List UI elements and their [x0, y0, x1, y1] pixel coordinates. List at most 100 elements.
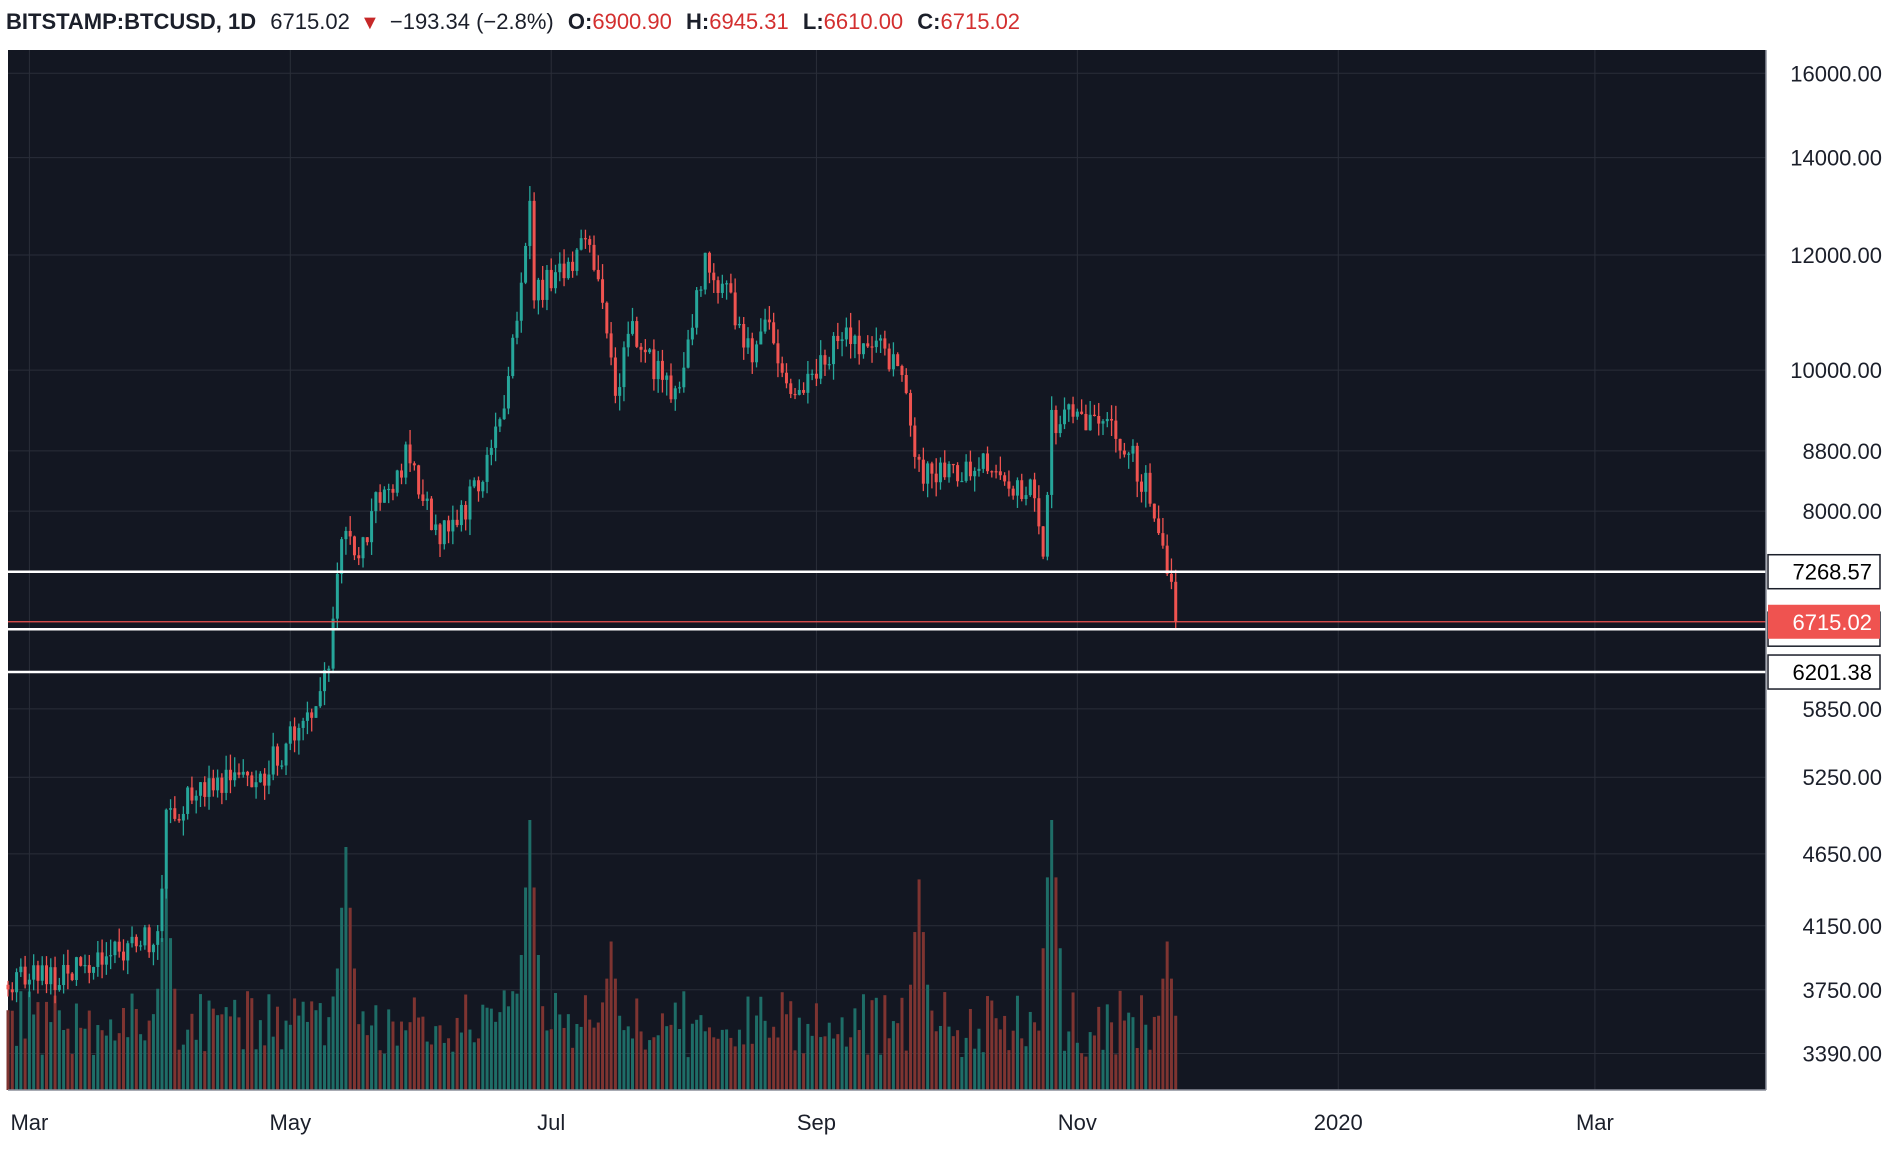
- candle-body: [44, 965, 48, 985]
- candle-body: [408, 444, 412, 464]
- candle-body: [524, 245, 528, 283]
- candle-body: [998, 471, 1002, 476]
- candle-body: [151, 944, 155, 953]
- candle-body: [100, 952, 104, 965]
- candle-body: [477, 480, 481, 492]
- volume-bar: [348, 907, 352, 1090]
- volume-bar: [1140, 995, 1144, 1090]
- candle-body: [382, 489, 386, 503]
- candle-body: [194, 795, 198, 801]
- candle-body: [1033, 479, 1037, 499]
- candle-body: [1007, 481, 1011, 489]
- volume-bar: [686, 1057, 690, 1090]
- plot-background: [8, 50, 1766, 1090]
- candle-body: [635, 321, 639, 347]
- volume-bar: [464, 994, 468, 1090]
- candle-body: [1165, 545, 1169, 574]
- volume-bar: [1101, 1049, 1105, 1090]
- candle-body: [40, 965, 44, 981]
- candle-body: [519, 282, 523, 321]
- volume-bar: [1041, 948, 1045, 1090]
- volume-bar: [455, 1017, 459, 1090]
- volume-bar: [117, 1033, 121, 1090]
- candle-body: [1080, 411, 1084, 414]
- candle-body: [344, 530, 348, 540]
- volume-bar: [951, 1036, 955, 1090]
- candle-body: [275, 746, 279, 766]
- volume-bar: [481, 1004, 485, 1090]
- candle-body: [459, 504, 463, 526]
- volume-bar: [981, 1052, 985, 1090]
- volume-bar: [532, 887, 536, 1090]
- volume-bar: [1110, 1022, 1114, 1090]
- volume-bar: [545, 1030, 549, 1090]
- candle-body: [515, 320, 519, 338]
- volume-bar: [652, 1037, 656, 1090]
- volume-bar: [1144, 1024, 1148, 1090]
- horizontal-levels[interactable]: [8, 570, 1766, 674]
- volume-bar: [887, 1038, 891, 1090]
- volume-bar: [1152, 1016, 1156, 1090]
- volume-bar: [849, 1037, 853, 1090]
- candle-body: [921, 459, 925, 484]
- volume-bar: [1084, 1056, 1088, 1090]
- candle-body: [763, 319, 767, 332]
- volume-bar: [613, 978, 617, 1090]
- candle-body: [391, 488, 395, 493]
- volume-bar: [934, 1031, 938, 1090]
- volume-bar: [742, 1044, 746, 1090]
- candle-body: [447, 520, 451, 532]
- candle-body: [1067, 404, 1071, 410]
- candle-body: [472, 480, 476, 487]
- candle-body: [759, 331, 763, 345]
- volume-bar: [844, 1046, 848, 1090]
- volume-bar: [224, 1007, 228, 1090]
- candle-body: [442, 520, 446, 545]
- candle-body: [1011, 488, 1015, 496]
- volume-bar: [96, 1025, 100, 1090]
- candle-body: [207, 778, 211, 797]
- candle-body: [489, 447, 493, 455]
- close-label: C:: [917, 9, 941, 34]
- volume-bar: [79, 1027, 83, 1090]
- candle-body: [849, 327, 853, 345]
- candle-body: [571, 261, 575, 271]
- volume-bar: [352, 968, 356, 1090]
- candle-body: [755, 344, 759, 363]
- volume-bar: [156, 988, 160, 1090]
- candle-body: [562, 263, 566, 279]
- candle-body: [707, 252, 711, 273]
- time-axis-background[interactable]: [8, 1090, 1766, 1142]
- volume-bar: [725, 1029, 729, 1090]
- candle-body: [378, 492, 382, 503]
- volume-bar: [36, 1002, 40, 1090]
- candle-body: [665, 375, 669, 380]
- volume-bar: [177, 1049, 181, 1090]
- volume-bar: [147, 1020, 151, 1090]
- candle-body: [438, 524, 442, 545]
- volume-bar: [1105, 1004, 1109, 1090]
- volume-bar: [511, 991, 515, 1090]
- volume-bar: [275, 1006, 279, 1090]
- candle-body: [682, 367, 686, 388]
- candle-body: [605, 302, 609, 334]
- volume-bar: [412, 997, 416, 1090]
- volume-bar: [429, 1044, 433, 1090]
- candle-body: [352, 536, 356, 556]
- volume-bar: [241, 1049, 245, 1090]
- candle-body: [827, 364, 831, 366]
- volume-bar: [288, 1024, 292, 1090]
- volume-bar: [327, 1017, 331, 1090]
- volume-bar: [1174, 1015, 1178, 1090]
- volume-bar: [703, 1031, 707, 1090]
- candle-body: [271, 746, 275, 775]
- candle-body: [400, 470, 404, 478]
- candle-body: [340, 539, 344, 574]
- candle-body: [1045, 494, 1049, 557]
- volume-bar: [74, 1003, 78, 1090]
- volume-bar: [451, 1051, 455, 1090]
- volume-bar: [750, 1043, 754, 1090]
- candle-body: [498, 419, 502, 427]
- volume-bar: [755, 1015, 759, 1090]
